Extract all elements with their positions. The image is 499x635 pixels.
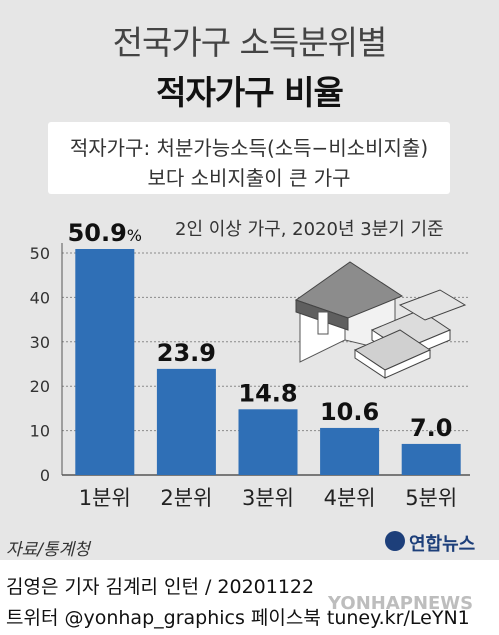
watermark: YONHAPNEWS	[328, 593, 474, 614]
credit-line1: 김영은 기자 김계리 인턴 / 20201122	[6, 576, 315, 598]
bar	[401, 443, 461, 475]
data-label: 10.6	[320, 398, 379, 426]
x-axis: 1분위 2분위 3분위 4분위 5분위	[79, 486, 457, 510]
definition-box: 적자가구: 처분가능소득(소득−비소비지출) 보다 소비지출이 큰 가구	[48, 122, 450, 194]
data-label: 14.8	[238, 379, 297, 407]
y-tick-label: 30	[30, 333, 50, 352]
bar	[156, 368, 216, 475]
credit-line2: 트위터 @yonhap_graphics 페이스북 tuney.kr/LeYN1	[6, 607, 470, 629]
bar	[75, 249, 135, 475]
definition-line2: 보다 소비지출이 큰 가구	[147, 166, 351, 190]
y-tick-label: 50	[30, 244, 50, 263]
data-label: 50.9%	[68, 219, 142, 247]
chart-title-line2: 적자가구 비율	[156, 73, 344, 112]
data-label: 23.9	[157, 339, 216, 367]
bars	[75, 249, 461, 475]
y-tick-label: 0	[40, 466, 50, 485]
data-label: 7.0	[410, 414, 453, 442]
y-axis: 0 10 20 30 40 50	[30, 244, 50, 485]
brand-name: 연합뉴스	[409, 534, 476, 555]
unit-label: %	[127, 226, 142, 245]
value-labels: 50.9% 23.9 14.8 10.6 7.0	[68, 219, 453, 442]
y-tick-label: 40	[30, 288, 50, 307]
x-tick-label: 4분위	[324, 486, 376, 510]
x-tick-label: 1분위	[79, 486, 131, 510]
x-tick-label: 5분위	[405, 486, 457, 510]
source-label: 자료/통계청	[6, 540, 90, 560]
house-with-money-icon	[294, 261, 467, 379]
yonhap-logo-icon	[385, 531, 405, 551]
definition-line1: 적자가구: 처분가능소득(소득−비소비지출)	[69, 136, 429, 160]
x-tick-label: 3분위	[242, 486, 294, 510]
bar	[320, 427, 380, 475]
x-tick-label: 2분위	[160, 486, 212, 510]
y-tick-label: 10	[30, 422, 50, 441]
bar-chart: 0 10 20 30 40 50 50.9% 23.9 14.8 10.6 7.0 1분위 2분위 3…	[30, 219, 470, 510]
chart-title-line1: 전국가구 소득분위별	[112, 23, 388, 62]
chart-note: 2인 이상 가구, 2020년 3분기 기준	[175, 219, 444, 240]
bar	[238, 409, 298, 475]
y-tick-label: 20	[30, 377, 50, 396]
